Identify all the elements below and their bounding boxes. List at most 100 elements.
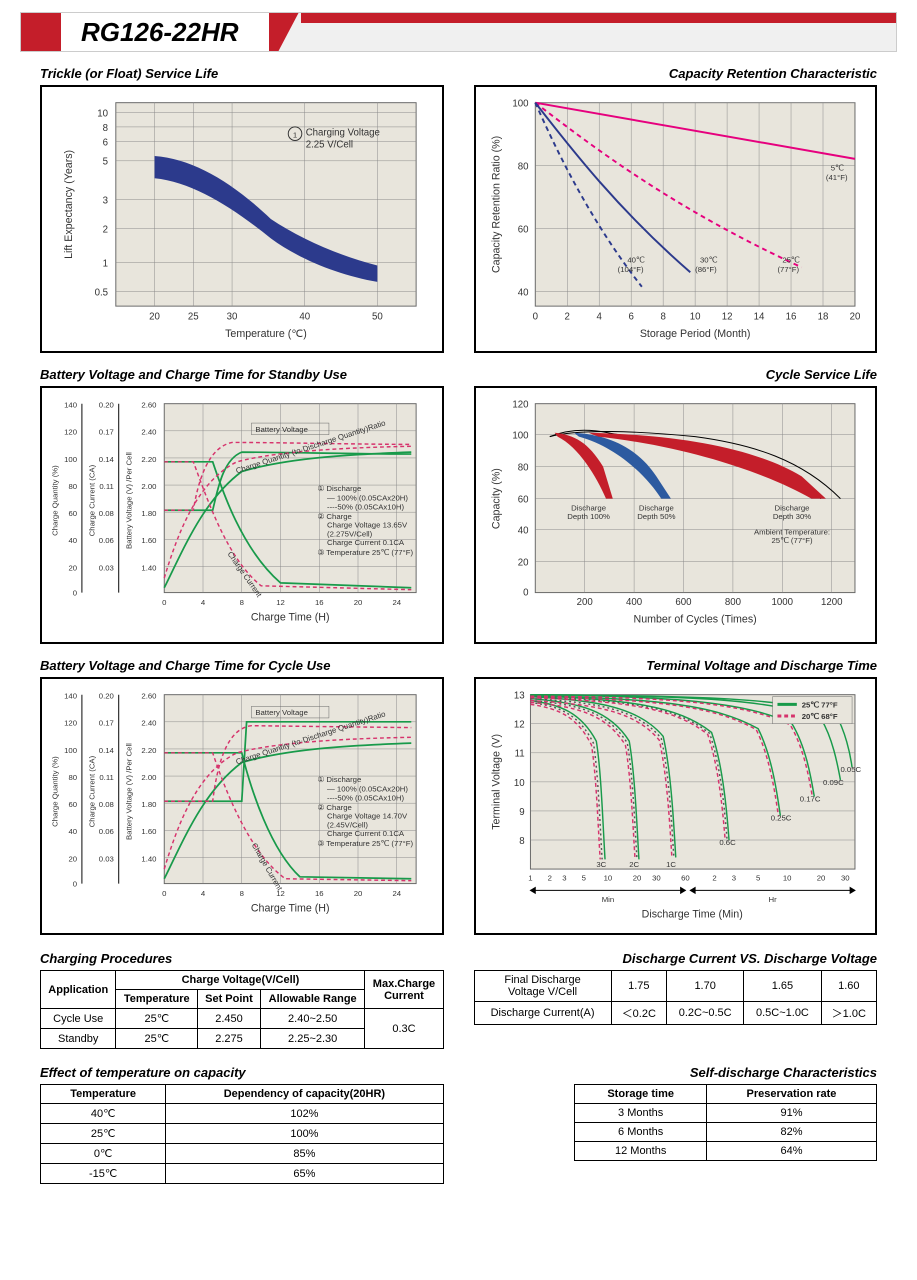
svg-text:5: 5 <box>103 157 108 168</box>
svg-text:800: 800 <box>724 597 740 608</box>
svg-text:③ Temperature 25℃ (77°F): ③ Temperature 25℃ (77°F) <box>317 839 413 848</box>
svg-text:Charge Voltage 13.65V: Charge Voltage 13.65V <box>327 521 408 530</box>
chart-title-retention: Capacity Retention Characteristic <box>474 66 878 81</box>
svg-text:0.05C: 0.05C <box>840 765 861 774</box>
svg-text:18: 18 <box>817 312 828 323</box>
chart-cycle-charge: 140120100 806040 200 0.200.170.14 0.110.… <box>40 677 444 935</box>
svg-text:(86°F): (86°F) <box>695 265 717 274</box>
svg-text:0: 0 <box>73 880 77 889</box>
svg-text:60: 60 <box>68 509 77 518</box>
svg-text:2.40: 2.40 <box>141 428 156 437</box>
svg-text:8: 8 <box>519 836 524 847</box>
svg-text:0.17C: 0.17C <box>799 794 820 803</box>
svg-text:4: 4 <box>201 889 206 898</box>
svg-text:1C: 1C <box>666 860 676 869</box>
svg-text:Discharge: Discharge <box>774 503 809 512</box>
chart-standby: 140120100 806040 200 0.200.170.14 0.110.… <box>40 386 444 644</box>
svg-text:Storage Period (Month): Storage Period (Month) <box>639 328 750 340</box>
svg-text:2: 2 <box>103 225 108 236</box>
svg-text:25℃ 77°F: 25℃ 77°F <box>801 700 837 709</box>
chart-terminal: 131211 1098 <box>474 677 878 935</box>
svg-text:Min: Min <box>601 895 614 904</box>
svg-text:Terminal Voltage (V): Terminal Voltage (V) <box>490 734 502 830</box>
chart-title-cycle-life: Cycle Service Life <box>474 367 878 382</box>
svg-text:Discharge: Discharge <box>571 503 606 512</box>
chart-cycle-life: 12010080 6040200 200400600 80010001200 D… <box>474 386 878 644</box>
svg-text:200: 200 <box>576 597 592 608</box>
svg-text:11: 11 <box>514 749 524 760</box>
svg-text:----50% (0.05CAx10H): ----50% (0.05CAx10H) <box>327 793 405 802</box>
svg-text:② Charge: ② Charge <box>317 512 352 521</box>
svg-text:Battery Voltage: Battery Voltage <box>255 425 308 434</box>
model-title: RG126-22HR <box>61 13 299 51</box>
table-title-discharge: Discharge Current VS. Discharge Voltage <box>474 951 878 966</box>
svg-text:5: 5 <box>581 874 585 883</box>
svg-text:20: 20 <box>354 889 363 898</box>
table-row: 40℃102% <box>41 1104 444 1124</box>
svg-text:0: 0 <box>162 889 166 898</box>
svg-text:40: 40 <box>517 525 528 536</box>
svg-text:10: 10 <box>97 108 108 119</box>
svg-text:20: 20 <box>816 874 825 883</box>
svg-text:② Charge: ② Charge <box>317 803 352 812</box>
svg-text:100: 100 <box>512 99 528 110</box>
svg-text:① Discharge: ① Discharge <box>317 775 361 784</box>
svg-text:5℃: 5℃ <box>830 164 843 173</box>
svg-text:12: 12 <box>513 720 524 731</box>
svg-text:Charge Voltage 14.70V: Charge Voltage 14.70V <box>327 812 408 821</box>
svg-text:20: 20 <box>68 854 77 863</box>
svg-text:1.60: 1.60 <box>141 536 156 545</box>
table-row: 3 Months91% <box>575 1104 877 1123</box>
svg-text:10: 10 <box>513 778 524 789</box>
chart-trickle: 10 8 6 5 3 2 1 0.5 20 25 30 40 50 1 Char… <box>40 85 444 353</box>
svg-text:2.20: 2.20 <box>141 746 156 755</box>
svg-text:50: 50 <box>372 312 383 323</box>
svg-text:1.40: 1.40 <box>141 854 156 863</box>
svg-text:Capacity Retention Ratio (%): Capacity Retention Ratio (%) <box>490 136 502 273</box>
svg-text:6: 6 <box>628 312 633 323</box>
svg-text:10: 10 <box>603 874 612 883</box>
svg-text:Lift Expectancy (Years): Lift Expectancy (Years) <box>63 150 75 259</box>
svg-text:40℃: 40℃ <box>627 256 645 265</box>
table-title-temp: Effect of temperature on capacity <box>40 1065 444 1080</box>
svg-text:40: 40 <box>517 287 528 298</box>
svg-text:Depth 30%: Depth 30% <box>772 512 810 521</box>
svg-text:0.08: 0.08 <box>99 509 114 518</box>
svg-text:2C: 2C <box>629 860 639 869</box>
svg-text:1: 1 <box>528 874 532 883</box>
svg-text:20: 20 <box>849 312 860 323</box>
svg-text:Charge Time (H): Charge Time (H) <box>251 903 330 915</box>
svg-text:2.25 V/Cell: 2.25 V/Cell <box>306 139 353 150</box>
svg-text:1.80: 1.80 <box>141 509 156 518</box>
svg-text:24: 24 <box>392 889 401 898</box>
svg-text:400: 400 <box>626 597 642 608</box>
svg-text:80: 80 <box>68 482 77 491</box>
svg-text:— 100% (0.05CAx20H): — 100% (0.05CAx20H) <box>327 493 408 502</box>
svg-text:140: 140 <box>64 692 77 701</box>
svg-text:Charge Current (CA): Charge Current (CA) <box>88 755 97 827</box>
svg-text:4: 4 <box>596 312 602 323</box>
svg-text:9: 9 <box>519 807 524 818</box>
svg-text:Discharge: Discharge <box>638 503 673 512</box>
chart-title-trickle: Trickle (or Float) Service Life <box>40 66 444 81</box>
svg-text:Charging Voltage: Charging Voltage <box>306 128 380 139</box>
svg-text:8: 8 <box>240 598 244 607</box>
chart-title-standby: Battery Voltage and Charge Time for Stan… <box>40 367 444 382</box>
table-title-selfdischarge: Self-discharge Characteristics <box>474 1065 878 1080</box>
svg-text:5: 5 <box>755 874 759 883</box>
svg-text:0.11: 0.11 <box>99 482 114 491</box>
svg-text:0: 0 <box>532 312 537 323</box>
svg-text:25: 25 <box>188 312 199 323</box>
svg-text:0.20: 0.20 <box>99 400 114 409</box>
svg-text:2.00: 2.00 <box>141 773 156 782</box>
svg-text:1: 1 <box>103 258 108 269</box>
svg-text:120: 120 <box>512 399 528 410</box>
svg-text:0.17: 0.17 <box>99 428 114 437</box>
chart-title-cycle-charge: Battery Voltage and Charge Time for Cycl… <box>40 658 444 673</box>
svg-text:Hr: Hr <box>768 895 777 904</box>
svg-text:0.11: 0.11 <box>99 773 114 782</box>
svg-text:10: 10 <box>689 312 700 323</box>
svg-text:60: 60 <box>517 225 528 236</box>
svg-text:Ambient Temperature:: Ambient Temperature: <box>753 527 829 536</box>
svg-text:30: 30 <box>227 312 238 323</box>
